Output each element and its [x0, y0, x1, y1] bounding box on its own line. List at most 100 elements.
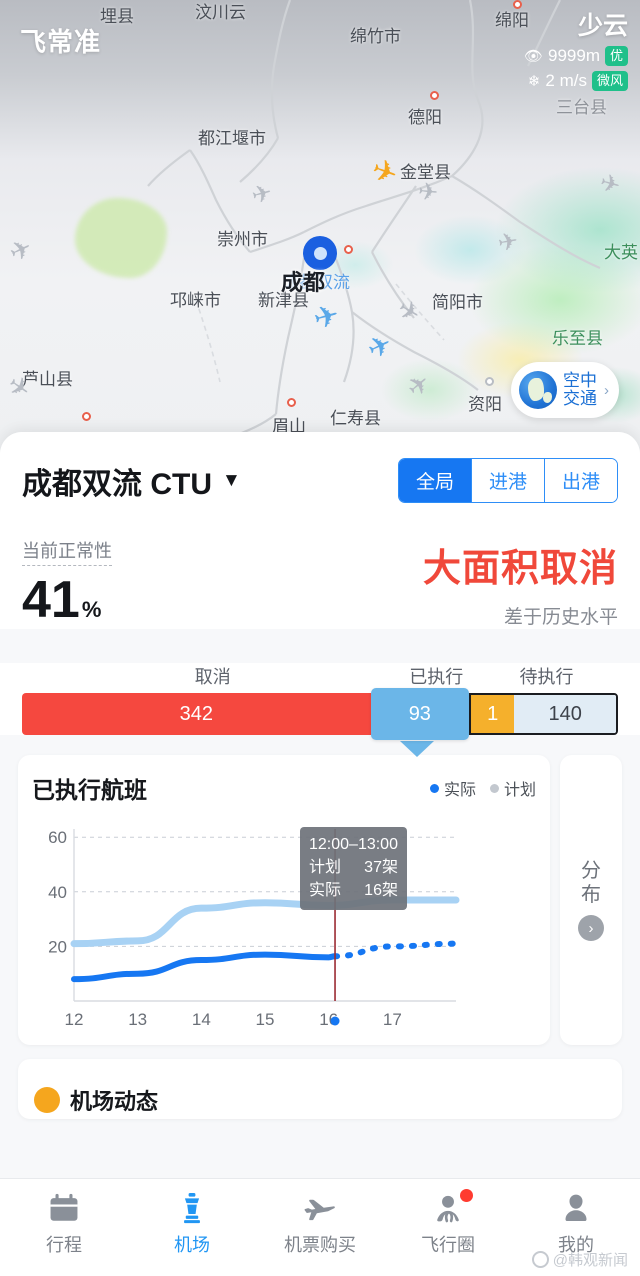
weather-visibility-row: 👁 9999m 优 — [524, 46, 628, 66]
map-label-wenchuan: 汶川云 — [195, 3, 246, 22]
status-segment-warn[interactable]: 1 — [470, 695, 515, 733]
map-label-ziyang: 资阳 — [468, 395, 502, 414]
tab-tickets[interactable]: 机票购买 — [256, 1189, 384, 1257]
map-label-jintang: 金堂县 — [400, 163, 451, 182]
map-label-xinjin: 新津县 — [258, 291, 309, 310]
airport-dynamics-card[interactable]: 机场动态 — [18, 1059, 622, 1119]
map-roads — [147, 0, 601, 440]
ontime-unit: % — [81, 597, 102, 622]
wind-value: 2 m/s — [545, 70, 587, 90]
status-label-pending: 待执行 — [519, 667, 574, 687]
map-label-meishan: 眉山 — [272, 417, 306, 436]
bottom-sheet: 成都双流 CTU ▼ 全局 进港 出港 当前正常性 41% 大面积取消 — [0, 432, 640, 1276]
tab-label-community: 飞行圈 — [421, 1235, 475, 1255]
map-label-santai: 三台县 — [556, 98, 607, 117]
status-segment-executed[interactable]: 93 — [370, 688, 469, 740]
status-bar[interactable]: 342 93 1 140 — [22, 688, 618, 757]
alert-block: 大面积取消 差于历史水平 — [423, 537, 618, 629]
tab-community[interactable]: 飞行圈 — [384, 1189, 512, 1257]
airplane-icon — [302, 1189, 338, 1227]
map-label-chongzhou: 崇州市 — [217, 230, 268, 249]
status-segment-pending[interactable]: 140 — [514, 695, 616, 733]
map-poi-deyang — [430, 91, 439, 100]
chevron-right-icon[interactable]: › — [578, 915, 604, 941]
alert-subtext: 差于历史水平 — [503, 607, 618, 628]
svg-text:40: 40 — [48, 883, 67, 902]
globe-icon — [519, 371, 557, 409]
map-label-qionglai: 邛崃市 — [170, 291, 221, 310]
svg-text:60: 60 — [48, 828, 67, 847]
map-poi-meishan — [287, 398, 296, 407]
map-label-deyang: 德阳 — [408, 108, 442, 127]
chart-title: 已执行航班 — [32, 777, 147, 803]
tab-trips[interactable]: 行程 — [0, 1189, 128, 1257]
alert-headline: 大面积取消 — [422, 548, 618, 590]
fan-icon: ❄ — [527, 72, 541, 90]
chart-tooltip: 12:00–13:00 计划 37架 实际 16架 — [300, 827, 407, 910]
weather-condition: 少云 — [577, 12, 628, 40]
map-label-dujiangyan: 都江堰市 — [198, 129, 266, 148]
chart-legend: 实际 计划 — [429, 776, 536, 800]
airport-marker-name: 成都 — [281, 270, 326, 295]
svg-text:12: 12 — [65, 1010, 84, 1029]
visibility-chip: 优 — [604, 45, 628, 66]
map-poi-chengdu — [344, 245, 353, 254]
map-view[interactable]: 飞常准 少云 👁 9999m 优 ❄ 2 m/s 微风 埋县 汶川云 绵竹市 绵… — [0, 0, 640, 470]
summary-stats: 当前正常性 41% 大面积取消 差于历史水平 — [22, 537, 618, 629]
chart-area: 已执行航班 实际 计划 20 40 60 12 13 14 15 16 17 — [0, 735, 640, 1045]
status-selected-arrow — [400, 741, 435, 757]
tab-label-trips: 行程 — [46, 1235, 82, 1255]
ontime-value: 41% — [22, 571, 102, 629]
tab-mine[interactable]: 我的 — [512, 1189, 640, 1257]
legend-label-plan: 计划 — [503, 782, 536, 799]
distribution-label: 分 布 — [581, 860, 601, 906]
svg-text:14: 14 — [192, 1010, 211, 1029]
executed-flights-card: 已执行航班 实际 计划 20 40 60 12 13 14 15 16 17 — [18, 755, 550, 1045]
status-segment-cancelled[interactable]: 342 — [22, 693, 371, 735]
tab-airport[interactable]: 机场 — [128, 1189, 256, 1257]
watermark: @韩观新闻 — [531, 1249, 628, 1270]
tab-all[interactable]: 全局 — [398, 459, 472, 502]
legend-dot-plan — [489, 783, 499, 793]
tab-departure[interactable]: 出港 — [544, 459, 617, 502]
plane-icon: ✈ — [416, 178, 440, 207]
svg-text:17: 17 — [383, 1010, 402, 1029]
map-poi-mianyang — [513, 0, 522, 9]
status-label-executed: 已执行 — [409, 667, 464, 687]
page-title: 成都双流 CTU — [22, 467, 212, 501]
tab-arrival[interactable]: 进港 — [471, 459, 545, 502]
map-label-mianyang: 绵阳 — [495, 11, 529, 30]
air-traffic-button[interactable]: 空中 交通 › — [511, 362, 619, 418]
svg-text:15: 15 — [256, 1010, 275, 1029]
scope-tabs[interactable]: 全局 进港 出港 — [397, 458, 618, 503]
chart-plot[interactable]: 20 40 60 12 13 14 15 16 17 12:00–13:00 计划 37架 实际… — [32, 815, 536, 1037]
air-traffic-label: 空中 交通 — [563, 370, 597, 408]
status-segment-pending-group[interactable]: 1 140 — [468, 693, 618, 735]
map-poi-lushan — [82, 412, 91, 421]
map-label-maixian: 埋县 — [100, 7, 134, 26]
control-tower-icon — [175, 1189, 209, 1227]
calendar-icon — [47, 1189, 81, 1227]
ontime-label[interactable]: 当前正常性 — [22, 537, 112, 566]
airport-selector[interactable]: 成都双流 CTU ▼ — [22, 459, 241, 503]
weather-panel: 少云 👁 9999m 优 ❄ 2 m/s 微风 — [524, 12, 628, 91]
distribution-button[interactable]: 分 布 › — [560, 755, 622, 1045]
sheet-header: 成都双流 CTU ▼ 全局 进港 出港 当前正常性 41% 大面积取消 — [0, 432, 640, 629]
visibility-value: 9999m — [548, 45, 600, 65]
weibo-icon — [531, 1251, 549, 1268]
legend-item-actual[interactable]: 实际 — [429, 776, 476, 800]
legend-label-actual: 实际 — [443, 782, 476, 799]
airport-marker-dot[interactable] — [303, 236, 337, 270]
legend-item-plan[interactable]: 计划 — [489, 776, 536, 800]
map-label-lushan: 芦山县 — [22, 370, 73, 389]
community-icon — [431, 1189, 473, 1227]
sun-icon — [34, 1087, 60, 1113]
chevron-down-icon: ▼ — [222, 469, 241, 491]
status-bar-block: 取消 已执行 待执行 342 93 1 140 — [0, 663, 640, 757]
status-label-cancelled: 取消 — [194, 667, 231, 687]
person-icon — [559, 1189, 593, 1227]
chevron-right-icon: › — [604, 381, 609, 399]
tooltip-row-plan: 计划 37架 — [309, 859, 398, 877]
map-poi-ziyang — [485, 377, 494, 386]
